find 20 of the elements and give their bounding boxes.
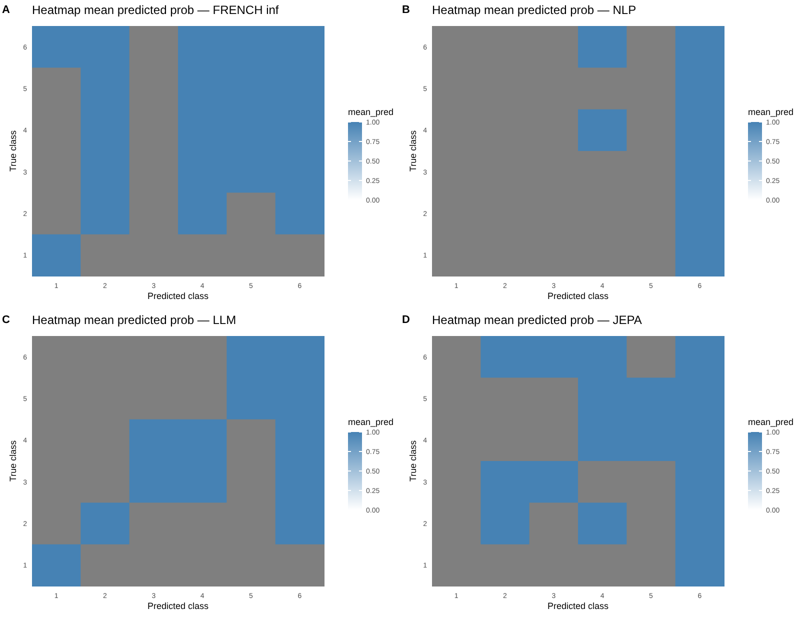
x-axis-title: Predicted class [547,601,610,611]
color-bar-title: mean_pred [748,107,794,117]
x-axis-title: Predicted class [147,601,210,611]
chart-title: Heatmap mean predicted prob — FRENCH inf [32,3,280,17]
chart-title: Heatmap mean predicted prob — LLM [32,313,236,327]
text: D [402,314,410,326]
text: C [2,314,10,326]
chart-title: Heatmap mean predicted prob — JEPA [432,313,642,327]
color-bar-title: mean_pred [348,107,394,117]
text: A [2,4,10,16]
x-axis-title: Predicted class [547,291,610,301]
y-axis-title: True class [8,440,18,482]
text: B [402,4,410,16]
y-axis-title: True class [408,130,418,172]
x-axis-title: Predicted class [147,291,210,301]
y-axis-title: True class [8,130,18,172]
y-axis-title: True class [408,440,418,482]
color-bar-title: mean_pred [348,417,394,427]
chart-title: Heatmap mean predicted prob — NLP [432,3,636,17]
color-bar-title: mean_pred [748,417,794,427]
